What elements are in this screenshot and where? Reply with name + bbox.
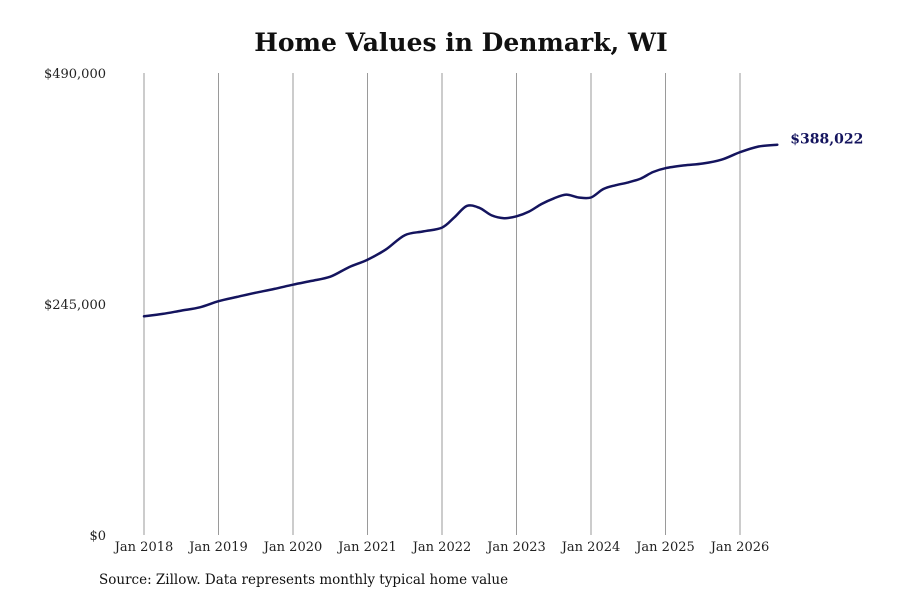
x-tick-label: Jan 2018 xyxy=(113,540,174,555)
y-tick-label: $0 xyxy=(89,529,106,544)
series-line xyxy=(142,143,779,318)
end-value-label: $388,022 xyxy=(790,132,863,148)
y-tick-label: $245,000 xyxy=(44,298,106,313)
y-axis-ticks: $490,000 $245,000 $0 xyxy=(44,67,106,544)
chart-title: Home Values in Denmark, WI xyxy=(254,28,667,57)
y-tick-label: $490,000 xyxy=(44,67,106,82)
x-tick-label: Jan 2026 xyxy=(709,540,770,555)
x-tick-label: Jan 2020 xyxy=(262,540,323,555)
grid xyxy=(143,73,741,535)
series-group xyxy=(142,143,779,318)
x-tick-label: Jan 2024 xyxy=(560,540,621,555)
x-tick-label: Jan 2023 xyxy=(485,540,546,555)
x-axis-ticks: Jan 2018 Jan 2019 Jan 2020 Jan 2021 Jan 2022… xyxy=(113,540,770,555)
source-note: Source: Zillow. Data represents monthly … xyxy=(99,572,509,588)
x-tick-label: Jan 2021 xyxy=(336,540,397,555)
x-tick-label: Jan 2019 xyxy=(187,540,248,555)
x-tick-label: Jan 2025 xyxy=(634,540,695,555)
x-tick-label: Jan 2022 xyxy=(411,540,472,555)
